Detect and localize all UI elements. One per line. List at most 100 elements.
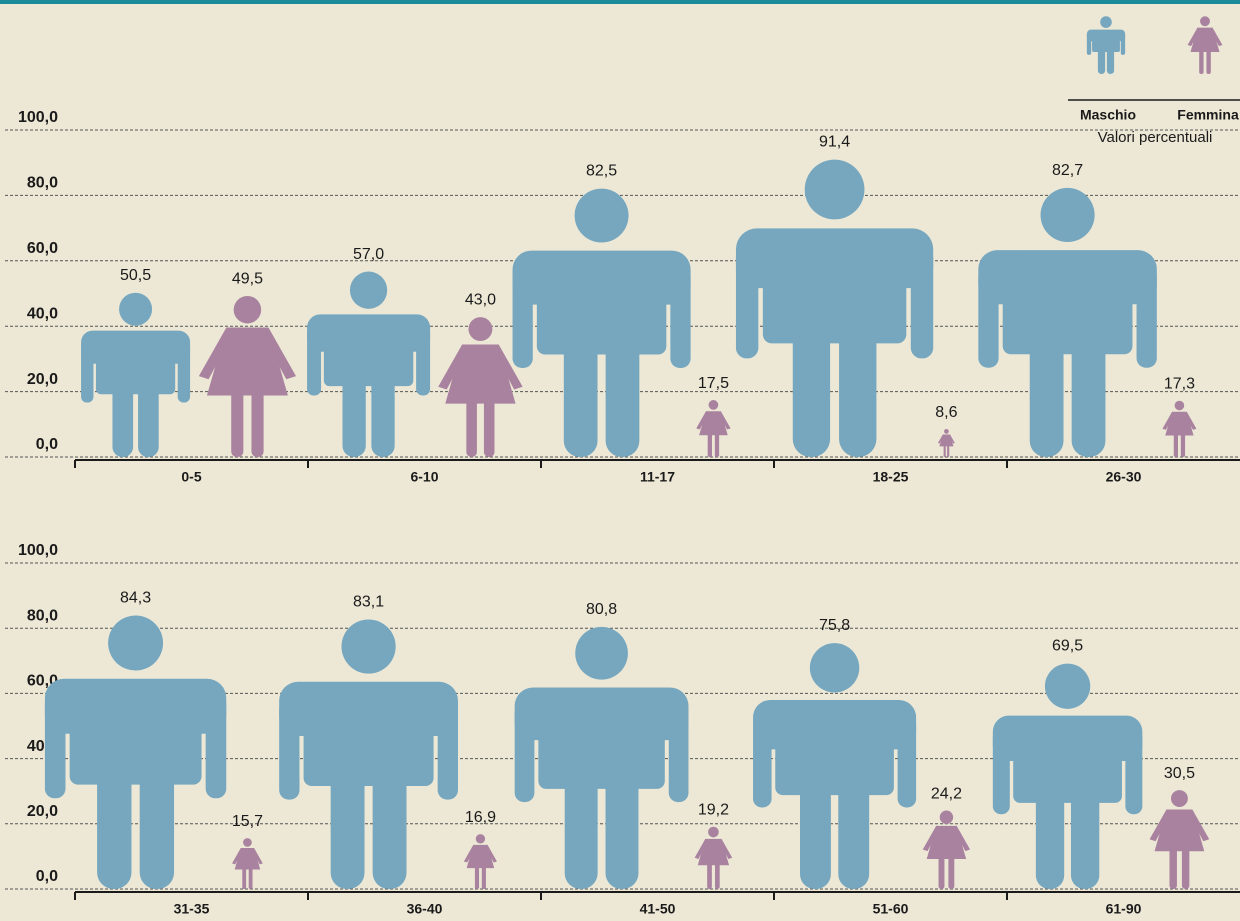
arm: [205, 696, 227, 799]
arm: [922, 825, 941, 852]
y-tick-label: 80,0: [27, 607, 58, 624]
value-label: 75,8: [819, 617, 850, 634]
leg: [139, 765, 175, 889]
dress: [466, 844, 495, 869]
leg: [138, 382, 159, 457]
y-tick-label: 100,0: [18, 542, 58, 559]
head: [575, 626, 628, 680]
value-label: 17,3: [1164, 376, 1195, 393]
value-label: 82,5: [586, 162, 617, 179]
leg: [563, 335, 598, 457]
leg: [1181, 847, 1190, 889]
leg: [1071, 335, 1106, 457]
value-label: 82,7: [1052, 162, 1083, 179]
male-figure: [307, 271, 431, 457]
leg: [938, 855, 945, 889]
torso: [775, 716, 894, 796]
head: [233, 295, 262, 324]
arm: [251, 848, 263, 865]
torso: [1092, 33, 1120, 52]
leg: [1097, 47, 1106, 74]
y-tick-label: 20,0: [27, 371, 58, 388]
leg: [231, 389, 244, 457]
arm: [438, 344, 470, 390]
leg: [112, 382, 134, 457]
leg: [466, 397, 477, 457]
male-figure: [44, 615, 227, 889]
leg: [242, 867, 247, 889]
leg: [943, 445, 946, 457]
arm: [1209, 27, 1223, 47]
head: [468, 317, 493, 341]
leg: [483, 397, 495, 457]
x-tick-label: 26-30: [1106, 469, 1142, 485]
head: [1170, 790, 1188, 807]
arm: [696, 411, 709, 430]
arm: [718, 838, 733, 859]
head: [708, 826, 719, 838]
head: [1200, 16, 1210, 27]
value-label: 15,7: [232, 813, 263, 830]
value-label: 30,5: [1164, 765, 1195, 782]
arm: [1183, 411, 1197, 430]
male-figure: [992, 663, 1143, 889]
leg: [839, 322, 877, 457]
leg: [714, 432, 720, 457]
arm: [1125, 730, 1143, 815]
arm: [668, 704, 689, 803]
dress: [926, 825, 967, 860]
head: [1100, 16, 1112, 28]
leg: [707, 862, 712, 889]
head: [804, 159, 865, 220]
leg: [372, 767, 407, 889]
torso: [762, 247, 907, 344]
male-figure: [279, 619, 458, 889]
female-figure: [937, 429, 955, 457]
arm: [491, 344, 523, 390]
arm: [177, 341, 191, 403]
arm: [897, 716, 917, 808]
arm: [260, 327, 296, 380]
female-figure: [463, 834, 497, 889]
torso: [323, 326, 414, 387]
leg: [248, 867, 253, 889]
torso: [538, 704, 665, 789]
x-tick-label: 41-50: [640, 901, 676, 917]
leg: [605, 335, 640, 457]
leg: [330, 767, 365, 889]
head: [1174, 400, 1185, 411]
value-label: 19,2: [698, 802, 729, 819]
leg: [1035, 787, 1065, 889]
female-figure: [694, 826, 733, 889]
leg: [97, 765, 132, 889]
arm: [992, 730, 1010, 815]
arm: [1086, 33, 1092, 55]
value-label: 80,8: [586, 601, 617, 618]
legend-label: Femmina: [1177, 107, 1239, 123]
head: [708, 400, 719, 410]
female-figure: [198, 295, 296, 457]
dress: [939, 434, 954, 447]
y-tick-label: 80,0: [27, 175, 58, 192]
female-figure: [232, 838, 263, 889]
female-figure: [438, 317, 523, 457]
head: [108, 615, 164, 671]
head: [475, 834, 486, 844]
leg: [564, 770, 598, 889]
torso: [1002, 267, 1133, 355]
head: [119, 292, 153, 326]
dress: [445, 344, 516, 404]
leg: [707, 432, 712, 457]
x-tick-label: 36-40: [407, 901, 443, 917]
head: [243, 838, 252, 847]
arm: [948, 434, 955, 444]
male-figure: [978, 187, 1157, 457]
leg: [799, 777, 831, 889]
leg: [792, 322, 831, 457]
dress: [699, 411, 728, 436]
value-label: 83,1: [353, 593, 384, 610]
subtitle: Valori percentuali: [1098, 129, 1213, 146]
head: [809, 643, 860, 693]
dress: [697, 838, 730, 866]
